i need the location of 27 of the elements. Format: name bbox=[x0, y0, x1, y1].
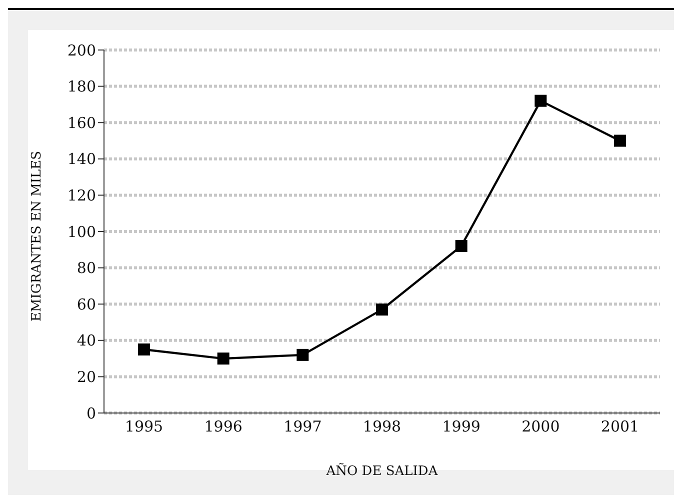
y-tick-label: 40 bbox=[76, 332, 96, 350]
y-tick-label: 120 bbox=[67, 186, 96, 205]
y-tick-label: 160 bbox=[67, 114, 96, 132]
point bbox=[296, 348, 309, 361]
point bbox=[138, 343, 150, 356]
point bbox=[217, 352, 230, 365]
x-tick-label: 1997 bbox=[284, 418, 322, 436]
y-tick-label: 140 bbox=[67, 150, 96, 168]
x-tick-label: 1998 bbox=[362, 418, 402, 436]
x-tick-label: 1996 bbox=[204, 418, 242, 436]
y-axis-title: EMIGRANTES EN MILES bbox=[30, 150, 45, 322]
y-tick-label: 60 bbox=[76, 295, 96, 314]
point bbox=[534, 94, 547, 107]
point bbox=[455, 240, 468, 252]
x-tick-label: 1995 bbox=[124, 418, 164, 436]
y-tick-label: 0 bbox=[86, 404, 96, 422]
point bbox=[376, 304, 388, 316]
point bbox=[614, 134, 626, 147]
y-tick-label: 20 bbox=[76, 368, 96, 386]
x-axis-title: AÑO DE SALIDA bbox=[325, 463, 438, 479]
y-tick-label: 100 bbox=[67, 222, 96, 241]
x-tick-label: 2000 bbox=[522, 418, 560, 436]
y-tick-label: 180 bbox=[67, 78, 96, 96]
y-tick-label: 200 bbox=[67, 41, 96, 60]
x-tick-label: 1999 bbox=[442, 418, 480, 436]
y-tick-label: 80 bbox=[76, 259, 96, 278]
x-tick-label: 2001 bbox=[600, 418, 640, 436]
